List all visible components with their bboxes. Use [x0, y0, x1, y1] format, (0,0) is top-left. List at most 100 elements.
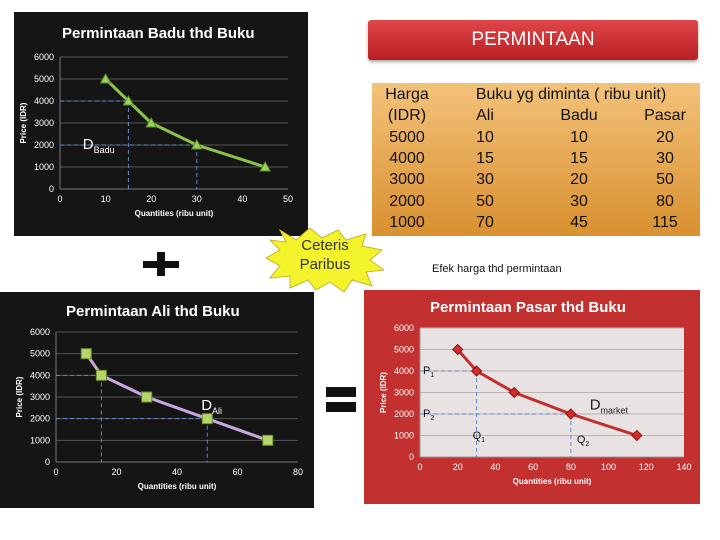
x-tick-label: 60	[528, 462, 538, 472]
table-cell: 3000	[389, 171, 425, 189]
data-point	[141, 391, 153, 403]
x-tick-label: 0	[53, 467, 58, 477]
y-tick-label: 6000	[30, 327, 50, 337]
table-cell: 10	[476, 128, 494, 146]
price-label-p2: P2	[423, 408, 434, 422]
demand-curve-label-sub: Ali	[212, 406, 222, 416]
table-col-ali: Ali	[476, 107, 494, 125]
table-row: 3000 30 20 50	[372, 169, 700, 190]
table-cell: 5000	[389, 128, 425, 146]
table-row: 1000 70 45 115	[372, 212, 700, 233]
x-tick-label: 80	[293, 467, 303, 477]
banner-title: PERMINTAAN	[368, 20, 698, 60]
table-background	[372, 83, 700, 236]
x-tick-label: 30	[192, 194, 202, 204]
y-tick-label: 1000	[34, 162, 54, 172]
x-tick-label: 20	[111, 467, 121, 477]
y-axis-label: Price (IDR)	[19, 102, 28, 143]
quantity-label-q1-sub: 1	[481, 437, 485, 444]
demand-curve-label-sub: Badu	[94, 145, 115, 155]
table-unit-idr: (IDR)	[387, 107, 427, 125]
demand-curve-label: DAli	[201, 397, 222, 416]
price-label-p1-main: P	[423, 365, 430, 377]
y-tick-label: 5000	[34, 74, 54, 84]
data-point	[259, 160, 272, 172]
table-cell: 50	[656, 171, 674, 189]
y-tick-label: 3000	[34, 118, 54, 128]
equals-icon	[326, 387, 356, 413]
table-cell: 4000	[389, 150, 425, 168]
burst-shape	[266, 228, 384, 292]
table-header-quantity: Buku yg diminta ( ribu unit)	[475, 86, 667, 104]
x-tick-label: 50	[283, 194, 293, 204]
y-tick-label: 2000	[394, 409, 414, 419]
table-cell: 50	[476, 192, 494, 210]
table-cell: 10	[570, 128, 588, 146]
x-tick-label: 40	[490, 462, 500, 472]
table-header-row: Harga Buku yg diminta ( ribu unit)	[372, 84, 700, 105]
chart-title: Permintaan Badu thd Buku	[62, 25, 255, 42]
x-tick-label: 20	[146, 194, 156, 204]
chart-title: Permintaan Pasar thd Buku	[430, 299, 626, 316]
table-row: 4000 15 15 30	[372, 148, 700, 169]
chart-badu-panel: Permintaan Badu thd Buku 0 1000 2000 3000 400…	[14, 12, 308, 236]
demand-curve-label: Dmarket	[590, 397, 629, 416]
demand-curve-label-sub: market	[601, 406, 629, 416]
y-tick-label: 2000	[30, 414, 50, 424]
table-col-pasar: Pasar	[644, 107, 686, 125]
x-tick-label: 10	[101, 194, 111, 204]
data-point	[631, 429, 643, 442]
y-tick-label: 3000	[30, 392, 50, 402]
x-axis-label: Quantities (ribu unit)	[138, 482, 217, 491]
x-axis-label: Quantities (ribu unit)	[135, 209, 214, 218]
quantity-label-q2-main: Q	[577, 434, 586, 446]
y-tick-label: 4000	[34, 96, 54, 106]
ceteris-paribus-text: Ceteris Paribus	[266, 236, 384, 274]
y-tick-label: 6000	[34, 52, 54, 62]
table-cell: 80	[656, 192, 674, 210]
chart-market-panel: Permintaan Pasar thd Buku 0 1000 2000 3000 40…	[364, 290, 700, 504]
demand-table: Harga Buku yg diminta ( ribu unit) (IDR)…	[372, 84, 700, 233]
x-axis-label: Quantities (ribu unit)	[513, 477, 592, 486]
y-tick-label: 5000	[30, 349, 50, 359]
quantity-label-q2: Q2	[577, 434, 590, 448]
x-tick-label: 20	[453, 462, 463, 472]
table-cell: 20	[570, 171, 588, 189]
y-tick-label: 4000	[30, 370, 50, 380]
x-tick-label: 80	[566, 462, 576, 472]
price-label-p2-sub: 2	[430, 415, 434, 422]
y-tick-label: 0	[45, 457, 50, 467]
data-point	[452, 343, 464, 356]
data-point	[470, 365, 483, 377]
data-point	[508, 386, 520, 399]
data-point	[122, 94, 135, 106]
chart-badu: Permintaan Badu thd Buku0100020003000400…	[14, 12, 308, 236]
table-row: 5000 10 10 20	[372, 127, 700, 148]
x-tick-label: 0	[57, 194, 62, 204]
chart-market: Permintaan Pasar thd Buku010002000300040…	[364, 290, 700, 504]
table-cell: 115	[652, 213, 678, 231]
data-point	[95, 369, 107, 381]
x-tick-label: 0	[417, 462, 422, 472]
price-label-p2-main: P	[423, 408, 430, 420]
y-tick-label: 0	[49, 184, 54, 194]
y-tick-label: 5000	[394, 345, 414, 355]
y-tick-label: 1000	[394, 431, 414, 441]
quantity-label-q1: Q1	[473, 430, 486, 444]
data-point	[201, 413, 213, 425]
table-cell: 15	[570, 150, 588, 168]
table-header-price: Harga	[385, 86, 429, 104]
plus-vertical	[157, 252, 165, 276]
plus-icon	[143, 252, 179, 276]
table-unit-row: (IDR) Ali Badu Pasar	[372, 105, 700, 126]
y-tick-label: 3000	[394, 388, 414, 398]
y-tick-label: 0	[409, 452, 414, 462]
y-tick-label: 4000	[394, 366, 414, 376]
price-label-p1-sub: 1	[430, 372, 434, 379]
x-tick-label: 100	[601, 462, 616, 472]
price-label-p1: P1	[423, 365, 434, 379]
data-point	[80, 348, 92, 360]
equals-top	[326, 387, 356, 397]
data-point	[99, 72, 112, 84]
y-axis-label: Price (IDR)	[379, 372, 388, 413]
